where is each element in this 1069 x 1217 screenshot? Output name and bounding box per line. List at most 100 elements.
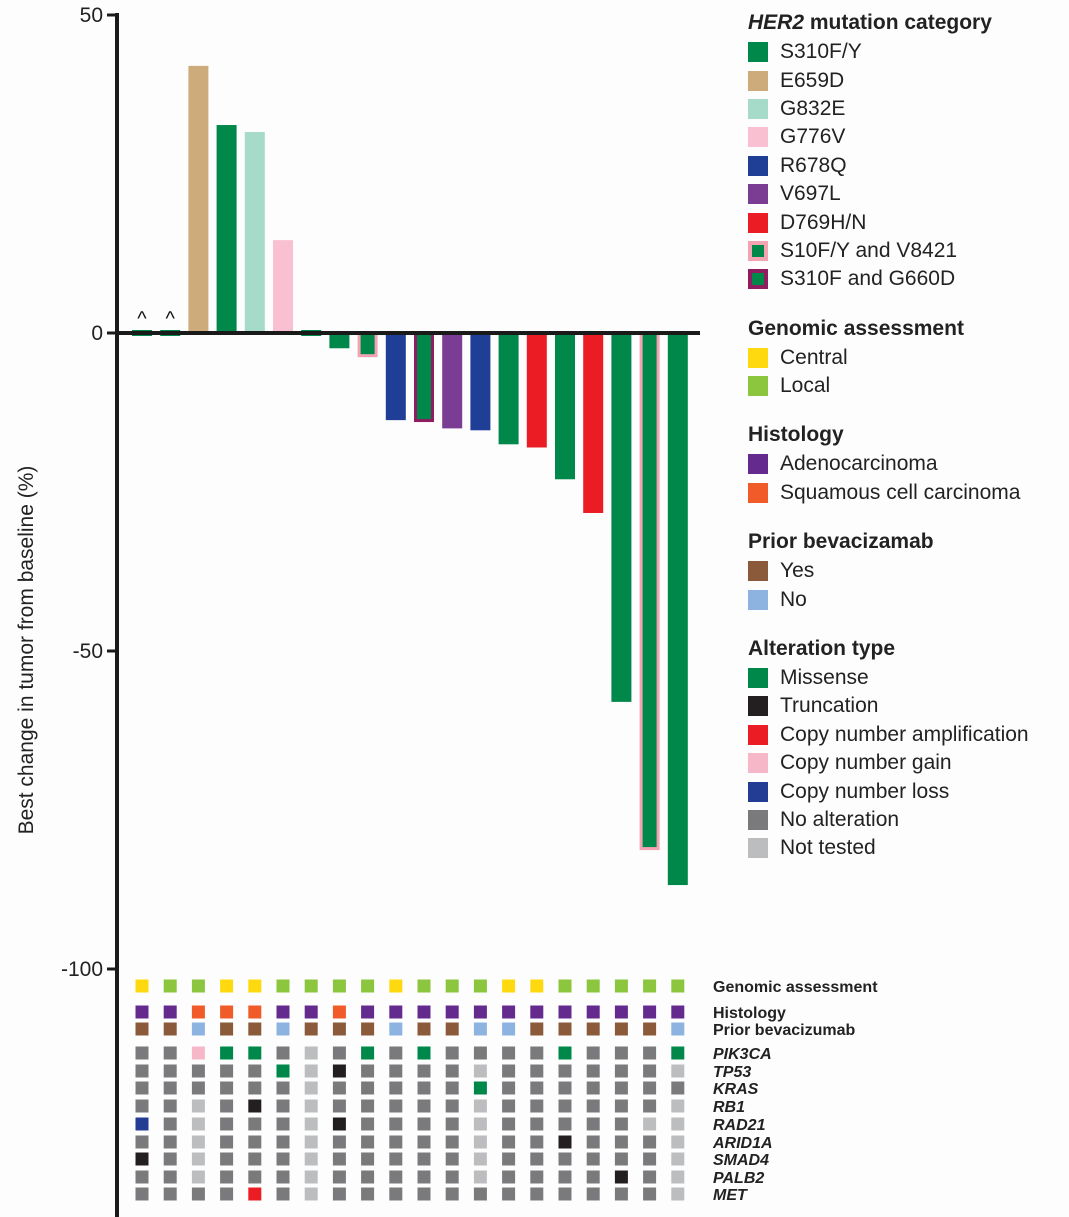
legend-item: R678Q: [748, 152, 1068, 180]
heatmap-cell: [671, 1099, 685, 1113]
heatmap-cell: [276, 1005, 290, 1019]
heatmap-cell: [163, 1046, 177, 1060]
heatmap-cell: [248, 1117, 262, 1131]
legend-item: Copy number amplification: [748, 721, 1068, 749]
legend-swatch: [748, 668, 768, 689]
heatmap-cell: [332, 1135, 346, 1149]
heatmap-cell: [276, 979, 290, 993]
bar-fill: [611, 333, 632, 702]
legend-swatch: [748, 212, 768, 233]
heatmap-cell: [163, 979, 177, 993]
heatmap-cell: [417, 1022, 431, 1036]
y-tick-label: -100: [61, 958, 103, 981]
heatmap-cell: [502, 1081, 516, 1095]
heatmap-cell: [502, 1170, 516, 1184]
heatmap-cell: [276, 1081, 290, 1095]
heatmap-cell: [558, 1064, 572, 1078]
heatmap-cell: [389, 1152, 403, 1166]
bar: [555, 333, 575, 480]
heatmap-cell: [417, 1046, 431, 1060]
heatmap-cell: [361, 1117, 375, 1131]
bar-fill: [642, 333, 657, 848]
heatmap-cell: [191, 1117, 205, 1131]
annotation-heatmap: [135, 979, 685, 1201]
heatmap-cell: [473, 1064, 487, 1078]
heatmap-cell: [332, 1187, 346, 1201]
heatmap-cell: [135, 1099, 149, 1113]
legend-histology: Histology Adenocarcinoma Squamous cell ca…: [748, 420, 1068, 507]
heatmap-cell: [389, 1117, 403, 1131]
heatmap-cell: [417, 1187, 431, 1201]
bar-fill: [555, 333, 575, 480]
heatmap-cell: [586, 1046, 600, 1060]
legend-item: Yes: [748, 557, 1068, 585]
bar-marker: ^: [166, 308, 176, 330]
bar: [498, 333, 519, 445]
heatmap-cell: [304, 1022, 318, 1036]
heatmap-cell: [473, 1005, 487, 1019]
heatmap-cell: [332, 1022, 346, 1036]
legend-item: S310F and G660D: [748, 265, 1068, 293]
heatmap-cell: [558, 1046, 572, 1060]
heatmap-cell: [361, 1064, 375, 1078]
heatmap-cell: [332, 1170, 346, 1184]
bar: [273, 240, 293, 333]
heatmap-cell: [389, 1135, 403, 1149]
legend-title-alteration: Alteration type: [748, 636, 896, 660]
heatmap-cell: [445, 1099, 459, 1113]
legend-label: No: [780, 587, 807, 611]
heatmap-cell: [614, 1022, 628, 1036]
heatmap-cell: [643, 1005, 657, 1019]
heatmap-cell: [389, 1064, 403, 1078]
heatmap-cell: [220, 1099, 234, 1113]
heatmap-cell: [332, 979, 346, 993]
legend-title-bevacizumab: Prior bevacizamab: [748, 530, 934, 554]
legend-item: Truncation: [748, 692, 1068, 720]
bar: [188, 65, 209, 333]
heatmap-cell: [163, 1170, 177, 1184]
bar-fill: [498, 333, 519, 445]
heatmap-cell: [361, 1005, 375, 1019]
heatmap-cell: [445, 1117, 459, 1131]
bar-fill: [273, 240, 293, 333]
heatmap-cell: [332, 1064, 346, 1078]
heatmap-cell: [332, 1152, 346, 1166]
legend-item: Local: [748, 372, 1068, 400]
heatmap-row-label: PIK3CA: [713, 1046, 772, 1063]
y-tick-label: 0: [91, 322, 103, 345]
heatmap-cell: [361, 979, 375, 993]
heatmap-cell: [220, 1152, 234, 1166]
legend-swatch: [748, 269, 768, 290]
y-tick-label: -50: [73, 640, 103, 663]
heatmap-cell: [586, 1099, 600, 1113]
heatmap-cell: [614, 1152, 628, 1166]
heatmap-cell: [671, 1187, 685, 1201]
heatmap-cell: [276, 1170, 290, 1184]
heatmap-cell: [304, 1135, 318, 1149]
legend-label: Yes: [780, 559, 815, 583]
bar-fill: [329, 333, 350, 349]
heatmap-cell: [445, 1081, 459, 1095]
heatmap-cell: [248, 1046, 262, 1060]
legend-item: Not tested: [748, 834, 1068, 862]
heatmap-cell: [473, 1046, 487, 1060]
heatmap-cell: [389, 1187, 403, 1201]
heatmap-cell: [445, 1064, 459, 1078]
legend-label: Copy number amplification: [780, 722, 1029, 746]
legend-swatch: [748, 810, 768, 830]
legend-label: Central: [780, 345, 848, 369]
heatmap-cell: [135, 1152, 149, 1166]
heatmap-cell: [220, 1005, 234, 1019]
heatmap-cell: [671, 1117, 685, 1131]
heatmap-cell: [643, 1187, 657, 1201]
bar: [216, 125, 237, 333]
heatmap-cell: [332, 1081, 346, 1095]
heatmap-cell: [671, 979, 685, 993]
heatmap-row-label: MET: [713, 1187, 748, 1204]
heatmap-cell: [643, 1081, 657, 1095]
heatmap-cell: [163, 1022, 177, 1036]
legend: HER2 mutation category S310F/Y E659D G832E…: [748, 8, 1068, 883]
heatmap-cell: [248, 1099, 262, 1113]
heatmap-cell: [135, 1081, 149, 1095]
